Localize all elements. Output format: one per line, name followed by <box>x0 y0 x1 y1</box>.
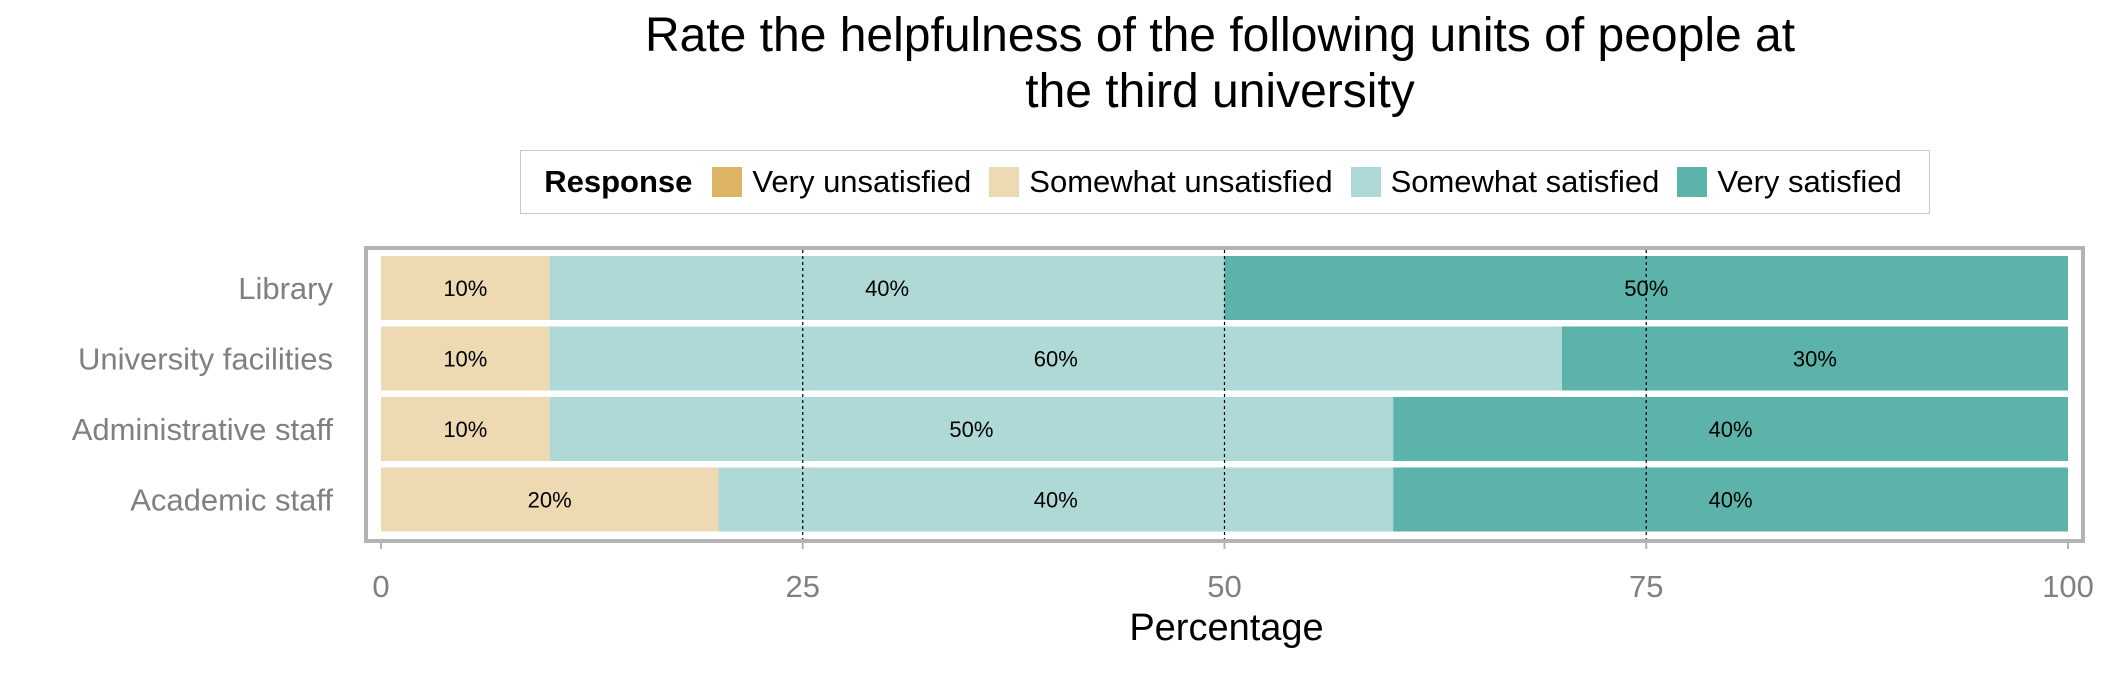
legend-item-somewhat-satisfied: Somewhat satisfied <box>1350 164 1660 200</box>
legend-swatch <box>1677 167 1708 197</box>
row-label: Library <box>238 271 333 306</box>
bar-segment <box>1393 397 2068 461</box>
data-label: 60% <box>1034 347 1078 372</box>
chart-title-line-1: Rate the helpfulness of the following un… <box>644 9 1796 62</box>
data-label: 50% <box>1624 276 1668 301</box>
x-tick-label: 100 <box>2042 569 2094 604</box>
row-label: Academic staff <box>130 483 333 518</box>
bar-segment <box>381 256 550 320</box>
data-label: 30% <box>1793 347 1837 372</box>
legend-swatch <box>1350 167 1381 197</box>
x-tick-label: 75 <box>1629 569 1663 604</box>
legend-label: Somewhat satisfied <box>1390 164 1660 199</box>
row-label: Administrative staff <box>72 412 334 447</box>
data-label: 20% <box>528 488 572 513</box>
bar-segment <box>381 467 719 532</box>
legend-item-very-unsatisfied: Very unsatisfied <box>712 164 971 200</box>
gridlines <box>802 250 1647 539</box>
legend-label: Very satisfied <box>1717 164 1902 199</box>
bar-segment <box>381 326 550 391</box>
data-labels: 10% 40% 50% 10% 60% 30% 10% 50% 40% 20% 40% 40% <box>443 276 1837 513</box>
row-label: University facilities <box>78 342 333 377</box>
legend: Response Very unsatisfied Somewhat unsat… <box>520 150 1930 214</box>
legend-item-very-satisfied: Very satisfied <box>1677 164 1902 200</box>
data-label: 40% <box>1034 488 1078 513</box>
chart-title: Rate the helpfulness of the following un… <box>300 8 2125 120</box>
x-axis: 0 25 50 75 100 <box>372 541 2094 604</box>
legend-label: Somewhat unsatisfied <box>1029 164 1333 199</box>
x-tick-label: 50 <box>1207 569 1241 604</box>
bar-segment <box>549 397 1394 461</box>
legend-title: Response <box>544 164 693 199</box>
data-label: 40% <box>1709 488 1753 513</box>
bar-segment <box>1393 467 2068 532</box>
data-label: 50% <box>949 417 993 442</box>
row-labels: Library University facilities Administrati… <box>72 271 334 518</box>
bar-segment <box>381 397 550 461</box>
chart-title-line-2: the third university <box>1025 65 1415 118</box>
data-label: 10% <box>443 417 487 442</box>
data-label: 40% <box>865 276 909 301</box>
bar-segment <box>718 467 1394 532</box>
bars <box>381 256 2068 532</box>
legend-item-somewhat-unsatisfied: Somewhat unsatisfied <box>989 164 1333 200</box>
x-tick-label: 25 <box>786 569 820 604</box>
data-label: 40% <box>1709 417 1753 442</box>
legend-label: Very unsatisfied <box>752 164 972 199</box>
bar-segment <box>549 256 1225 320</box>
data-label: 10% <box>443 347 487 372</box>
x-axis-title: Percentage <box>1129 607 1323 649</box>
data-label: 10% <box>443 276 487 301</box>
bar-segment <box>549 326 1562 391</box>
legend-swatch <box>989 167 1020 197</box>
legend-swatch <box>712 167 743 197</box>
x-tick-label: 0 <box>372 569 389 604</box>
